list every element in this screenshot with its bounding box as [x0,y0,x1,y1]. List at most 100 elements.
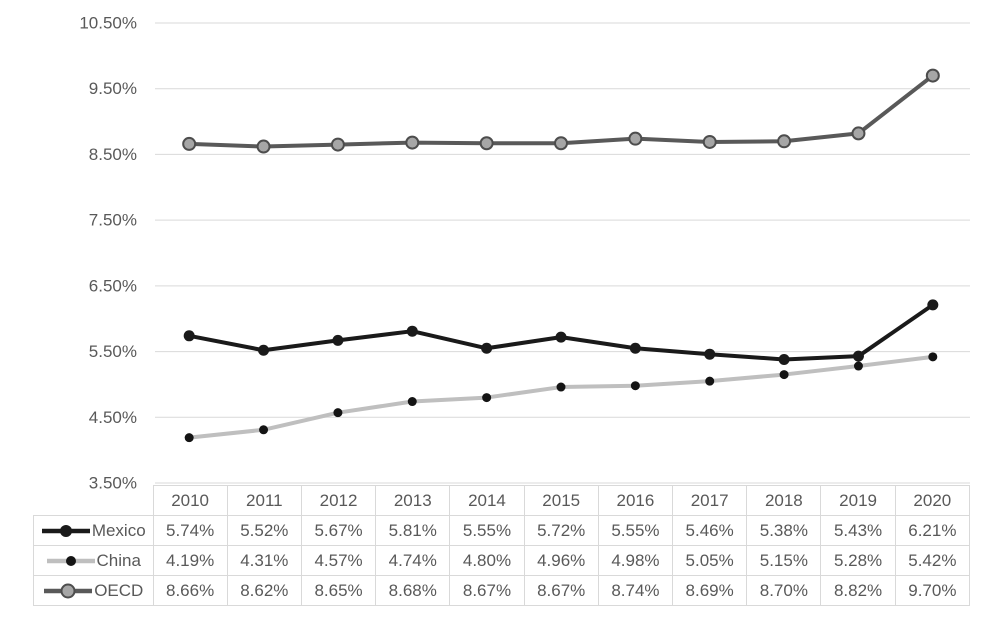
value-cell-china-2010: 4.19% [152,545,228,576]
value-cell-mexico-2014: 5.55% [449,515,525,546]
series-marker-oecd [851,126,866,141]
data-table: 2010 2011 2012 2013 2014 2015 2016 2017 2018 2019… [33,485,971,606]
series-marker-mexico [258,344,270,356]
y-axis-tick-label: 8.50% [89,145,137,164]
series-line-oecd [187,73,935,149]
legend-line-marker-icon-oecd [44,583,93,598]
series-marker-mexico [555,331,567,343]
series-marker-oecd [479,136,494,151]
series-marker-china [333,408,343,418]
y-axis-tick-label: 3.50% [89,474,137,493]
value-cell-oecd-2016: 8.74% [597,575,674,606]
series-marker-china [705,376,715,386]
year-header: 2016 [597,485,674,516]
legend-key: China [34,550,152,571]
series-marker-oecd [256,139,271,154]
series-marker-oecd [554,136,568,151]
series-marker-oecd [330,137,345,152]
legend-line-marker-icon-mexico [41,524,90,537]
series-marker-china [259,425,269,435]
series-marker-oecd [925,68,940,83]
series-marker-oecd [182,136,197,151]
value-cell-oecd-2018: 8.70% [746,575,822,606]
y-axis-tick-label: 4.50% [89,408,137,427]
legend-key: OECD [34,580,152,601]
value-cell-mexico-2015: 5.72% [523,515,599,546]
value-cell-china-2014: 4.80% [449,545,525,576]
legend-line-marker-icon-china [46,555,95,566]
value-cell-oecd-2017: 8.69% [672,575,748,606]
year-header: 2011 [226,485,302,516]
value-cell-china-2016: 4.98% [597,545,674,576]
series-marker-china [407,397,417,407]
series-marker-oecd [702,134,717,149]
series-marker-mexico [629,342,641,354]
y-axis-tick-label: 10.50% [79,14,137,33]
series-marker-mexico [704,348,716,360]
year-header: 2019 [820,485,896,516]
series-marker-mexico [927,299,939,311]
legend-key: Mexico [34,520,152,541]
value-cell-oecd-2010: 8.66% [152,575,228,606]
legend-label: OECD [94,580,144,600]
series-marker-china [556,382,566,392]
value-cell-china-2019: 5.28% [820,545,896,576]
series-marker-mexico [406,325,418,337]
value-cell-oecd-2014: 8.67% [449,575,525,606]
y-axis-tick-label: 5.50% [89,342,137,361]
legend-label: Mexico [91,520,146,540]
series-marker-china [482,393,492,403]
value-cell-oecd-2020: 9.70% [894,575,971,606]
value-cell-china-2011: 4.31% [226,545,302,576]
value-cell-mexico-2011: 5.52% [226,515,302,546]
value-cell-mexico-2017: 5.46% [672,515,748,546]
series-marker-china [184,433,194,443]
value-cell-mexico-2016: 5.55% [597,515,674,546]
value-cell-mexico-2019: 5.43% [820,515,896,546]
value-cell-oecd-2015: 8.67% [523,575,599,606]
year-header: 2012 [300,485,377,516]
series-marker-mexico [778,353,790,365]
series-marker-china [928,352,938,362]
series-line-china [187,354,935,440]
legend-cell-china: China [33,545,154,576]
value-cell-china-2013: 4.74% [375,545,451,576]
series-marker-china [779,370,789,380]
table-row-oecd: OECD 8.66% 8.62% 8.65% 8.68% 8.67% 8.67% 8.74% 8… [33,575,971,606]
table-header-row: 2010 2011 2012 2013 2014 2015 2016 2017 2018 2019… [34,485,971,516]
year-header: 2020 [894,485,971,516]
year-header: 2017 [672,485,748,516]
year-header: 2018 [746,485,822,516]
series-marker-oecd [777,134,792,149]
table-row-mexico: Mexico 5.74% 5.52% 5.67% 5.81% 5.55% 5.72% 5.55… [33,515,971,546]
value-cell-china-2015: 4.96% [523,545,599,576]
series-marker-china [630,381,640,391]
value-cell-mexico-2010: 5.74% [152,515,228,546]
value-cell-china-2018: 5.15% [746,545,822,576]
y-axis-tick-label: 7.50% [89,211,137,230]
series-marker-oecd [628,131,643,146]
value-cell-china-2020: 5.42% [894,545,971,576]
value-cell-mexico-2020: 6.21% [894,515,971,546]
year-header: 2014 [449,485,525,516]
value-cell-oecd-2019: 8.82% [820,575,896,606]
legend-label: China [96,550,141,570]
series-marker-oecd [405,135,420,150]
value-cell-oecd-2013: 8.68% [375,575,451,606]
value-cell-oecd-2012: 8.65% [300,575,377,606]
series-marker-china [853,361,863,371]
table-row-china: China 4.19% 4.31% 4.57% 4.74% 4.80% 4.96% 4.98%… [33,545,971,576]
series-marker-mexico [481,342,493,354]
y-axis-tick-label: 9.50% [89,79,137,98]
line-chart: 10.50% 9.50% 8.50% 7.50% 6.50% 5.50% 4.50% 3.50… [79,14,970,493]
year-header: 2015 [523,485,599,516]
value-cell-oecd-2011: 8.62% [226,575,302,606]
value-cell-mexico-2012: 5.67% [300,515,377,546]
value-cell-china-2012: 4.57% [300,545,377,576]
series-marker-mexico [332,334,344,346]
year-header: 2013 [375,485,451,516]
value-cell-mexico-2018: 5.38% [746,515,822,546]
series-marker-mexico [852,350,864,362]
series-marker-mexico [183,330,195,342]
